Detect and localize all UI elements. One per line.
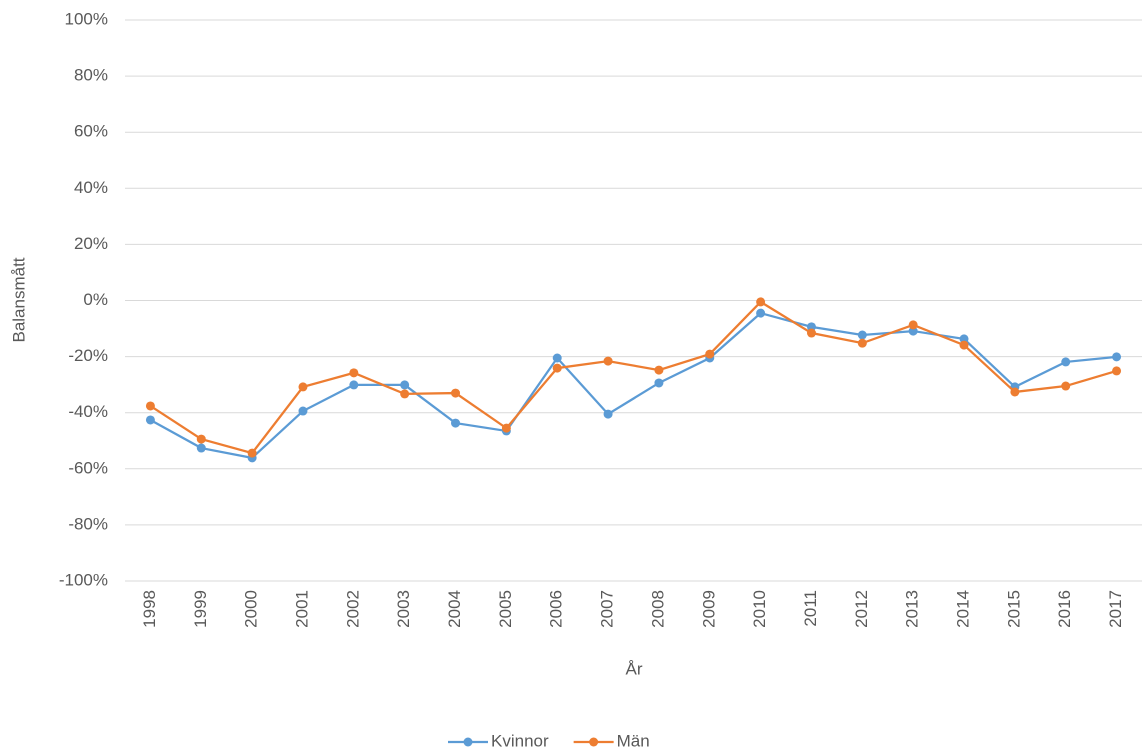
x-tick-label: 2012 [852, 590, 871, 628]
y-tick-label: 40% [74, 178, 108, 197]
y-tick-label: -20% [68, 346, 108, 365]
data-point [400, 380, 410, 390]
data-point [857, 330, 867, 340]
data-point [705, 349, 715, 359]
data-point [298, 406, 308, 416]
data-point [145, 415, 155, 425]
y-tick-label: -40% [68, 402, 108, 421]
data-point [1010, 387, 1020, 397]
data-point [349, 368, 359, 378]
data-point [959, 334, 969, 344]
data-point [501, 423, 511, 433]
x-tick-label: 2010 [750, 590, 769, 628]
data-point [959, 340, 969, 350]
data-point [298, 382, 308, 392]
data-point [1112, 366, 1122, 376]
data-point [603, 356, 613, 366]
x-tick-label: 2017 [1106, 590, 1125, 628]
data-point [908, 326, 918, 336]
y-tick-label: 100% [65, 9, 108, 28]
x-tick-label: 2004 [445, 590, 464, 628]
x-tick-label: 2016 [1055, 590, 1074, 628]
x-tick-label: 2006 [547, 590, 566, 628]
y-tick-label: -100% [59, 570, 108, 589]
data-point [552, 363, 562, 373]
data-point [247, 448, 257, 458]
data-point [1112, 352, 1122, 362]
series-line [149, 311, 1117, 460]
data-point [654, 378, 664, 388]
x-tick-label: 2002 [343, 590, 362, 628]
x-tick-label: 2001 [292, 590, 311, 628]
data-point [1061, 381, 1071, 391]
y-tick-label: 60% [74, 122, 108, 141]
x-tick-label: 2014 [954, 590, 973, 628]
data-point [196, 434, 206, 444]
data-point [806, 328, 816, 338]
y-tick-label: -60% [68, 458, 108, 477]
x-tick-label: 1998 [140, 590, 159, 628]
legend-marker [463, 737, 473, 747]
series-line [149, 300, 1117, 455]
data-point [857, 338, 867, 348]
data-point [654, 365, 664, 375]
x-tick-label: 2011 [801, 590, 820, 627]
data-point [1061, 357, 1071, 367]
x-tick-label: 2005 [496, 590, 515, 628]
x-tick-label: 2013 [903, 590, 922, 628]
legend-marker [589, 737, 599, 747]
y-tick-label: 0% [83, 290, 108, 309]
y-axis-label: Balansmått [9, 257, 28, 342]
legend-label: Kvinnor [491, 731, 549, 750]
data-point [552, 353, 562, 363]
data-point [451, 418, 461, 428]
x-tick-label: 1999 [191, 590, 210, 628]
legend-label: Män [617, 731, 650, 750]
y-tick-label: 80% [74, 66, 108, 85]
data-point [908, 320, 918, 330]
x-tick-label: 2000 [242, 590, 261, 628]
data-point [806, 322, 816, 332]
x-axis-label: År [626, 659, 643, 678]
data-point [145, 401, 155, 411]
x-tick-label: 2007 [598, 590, 617, 628]
y-tick-label: -80% [68, 514, 108, 533]
x-tick-label: 2008 [648, 590, 667, 628]
data-point [603, 409, 613, 419]
data-point [756, 297, 766, 307]
data-point [196, 443, 206, 453]
x-tick-label: 2009 [699, 590, 718, 628]
x-tick-label: 2003 [394, 590, 413, 628]
x-tick-label: 2015 [1004, 590, 1023, 628]
data-point [451, 388, 461, 398]
data-point [400, 389, 410, 399]
data-point [756, 308, 766, 318]
data-point [349, 380, 359, 390]
y-tick-label: 20% [74, 234, 108, 253]
